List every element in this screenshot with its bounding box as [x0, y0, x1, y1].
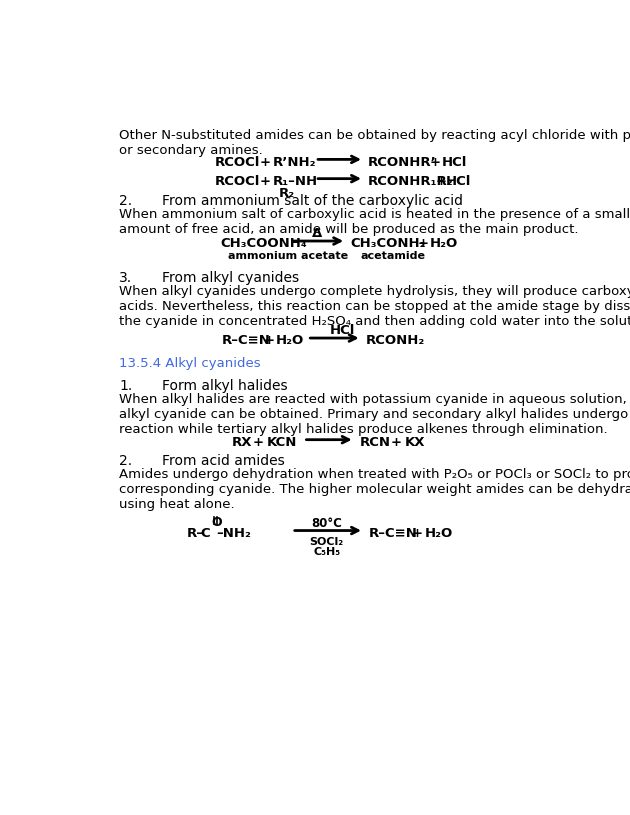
- Text: +: +: [418, 237, 428, 250]
- Text: acetamide: acetamide: [360, 251, 425, 261]
- Text: HCl: HCl: [442, 156, 467, 169]
- Text: H₂O: H₂O: [430, 237, 458, 250]
- Text: Δ: Δ: [312, 227, 322, 240]
- Text: KX: KX: [404, 436, 425, 449]
- Text: 3.: 3.: [119, 271, 132, 285]
- Text: H₂O: H₂O: [275, 334, 304, 347]
- Text: RCONHR₁R₂: RCONHR₁R₂: [368, 174, 454, 187]
- Text: From alkyl cyanides: From alkyl cyanides: [163, 271, 300, 285]
- Text: From acid amides: From acid amides: [163, 454, 285, 469]
- Text: RX: RX: [232, 436, 253, 449]
- Text: +: +: [260, 156, 270, 169]
- Text: R–C≡N: R–C≡N: [369, 526, 418, 540]
- Text: R₁–NH: R₁–NH: [273, 174, 318, 187]
- Text: R–C≡N: R–C≡N: [222, 334, 271, 347]
- Text: KCN: KCN: [266, 436, 297, 449]
- Text: R₂: R₂: [278, 187, 295, 200]
- Text: O: O: [212, 516, 222, 529]
- Text: +: +: [430, 156, 441, 169]
- Text: R–: R–: [187, 526, 204, 540]
- Text: When ammonium salt of carboxylic acid is heated in the presence of a small
amoun: When ammonium salt of carboxylic acid is…: [119, 208, 630, 236]
- Text: CH₃CONH₂: CH₃CONH₂: [350, 237, 425, 250]
- Text: 13.5.4 Alkyl cyanides: 13.5.4 Alkyl cyanides: [119, 357, 261, 370]
- Text: +: +: [260, 174, 270, 187]
- Text: Form alkyl halides: Form alkyl halides: [163, 379, 288, 393]
- Text: HCl: HCl: [329, 324, 355, 337]
- Text: When alkyl halides are reacted with potassium cyanide in aqueous solution, an
al: When alkyl halides are reacted with pota…: [119, 393, 630, 436]
- Text: C: C: [200, 526, 210, 540]
- Text: +: +: [412, 526, 423, 540]
- Text: +: +: [263, 334, 274, 347]
- Text: RCONHR’: RCONHR’: [368, 156, 437, 169]
- Text: 2.: 2.: [119, 454, 132, 469]
- Text: C₅H₅: C₅H₅: [313, 547, 340, 557]
- Text: From ammonium salt of the carboxylic acid: From ammonium salt of the carboxylic aci…: [163, 194, 464, 208]
- Text: ammonium acetate: ammonium acetate: [227, 251, 348, 261]
- Text: RCN: RCN: [359, 436, 391, 449]
- Text: CH₃COONH₄: CH₃COONH₄: [220, 237, 307, 250]
- Text: 80°C: 80°C: [311, 517, 342, 530]
- Text: RCONH₂: RCONH₂: [365, 334, 425, 347]
- Text: 2.: 2.: [119, 194, 132, 208]
- Text: Amides undergo dehydration when treated with P₂O₅ or POCl₃ or SOCl₂ to provide
c: Amides undergo dehydration when treated …: [119, 468, 630, 511]
- Text: RCOCl: RCOCl: [214, 174, 260, 187]
- Text: HCl: HCl: [446, 174, 471, 187]
- Text: +: +: [435, 174, 446, 187]
- Text: H₂O: H₂O: [425, 526, 454, 540]
- Text: RCOCl: RCOCl: [214, 156, 260, 169]
- Text: When alkyl cyanides undergo complete hydrolysis, they will produce carboxylic
ac: When alkyl cyanides undergo complete hyd…: [119, 285, 630, 328]
- Text: SOCl₂: SOCl₂: [310, 537, 344, 548]
- Text: +: +: [391, 436, 402, 449]
- Text: Other N-substituted amides can be obtained by reacting acyl chloride with primar: Other N-substituted amides can be obtain…: [119, 129, 630, 156]
- Text: R’NH₂: R’NH₂: [273, 156, 316, 169]
- Text: +: +: [253, 436, 264, 449]
- Text: 1.: 1.: [119, 379, 132, 393]
- Text: –NH₂: –NH₂: [217, 526, 251, 540]
